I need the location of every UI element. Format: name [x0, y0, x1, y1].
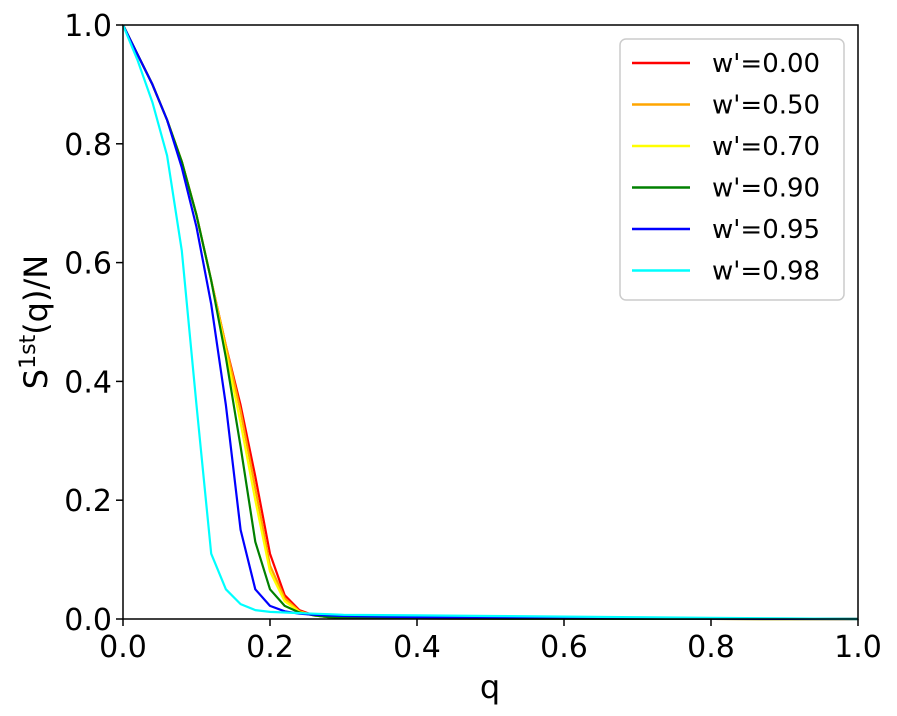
y-axis-label-rest: (q)/N [17, 255, 55, 335]
x-tick-label: 0.6 [540, 630, 588, 665]
series-line-5 [121, 24, 859, 621]
y-tick-label: 0.2 [64, 484, 112, 519]
legend-label: w'=0.95 [712, 215, 820, 245]
plot-frame [122, 24, 859, 620]
legend-label: w'=0.00 [712, 49, 820, 79]
y-tick-label: 0.4 [64, 365, 112, 400]
x-tick-label: 0.4 [393, 630, 441, 665]
x-tick-label: 1.0 [834, 630, 882, 665]
legend-label: w'=0.70 [712, 132, 820, 162]
series-line-4 [122, 24, 859, 621]
y-tick-label: 0.8 [64, 128, 112, 163]
x-axis-label: q [480, 668, 500, 706]
y-tick-label: 0.0 [64, 603, 112, 638]
legend-label: w'=0.98 [712, 257, 820, 287]
legend: w'=0.00 w'=0.50 w'=0.70 w'=0.90 w'=0.95 w'=0.… [619, 38, 845, 301]
y-axis-label-sup: 1st [16, 334, 41, 368]
x-tick-label: 0.0 [99, 630, 147, 665]
y-axis-label: S1st(q)/N [16, 255, 55, 389]
legend-label: w'=0.50 [712, 91, 820, 121]
legend-label: w'=0.90 [712, 174, 820, 204]
y-tick-label: 1.0 [64, 9, 112, 44]
x-tick-label: 0.8 [687, 630, 735, 665]
axis-ticks: 0.0 0.2 0.4 0.6 0.8 1.0 0.0 0.2 0.4 0.6 0.8 1.0 [64, 9, 882, 665]
y-axis-label-base: S [17, 369, 55, 389]
x-tick-label: 0.2 [246, 630, 294, 665]
y-tick-label: 0.6 [64, 247, 112, 282]
